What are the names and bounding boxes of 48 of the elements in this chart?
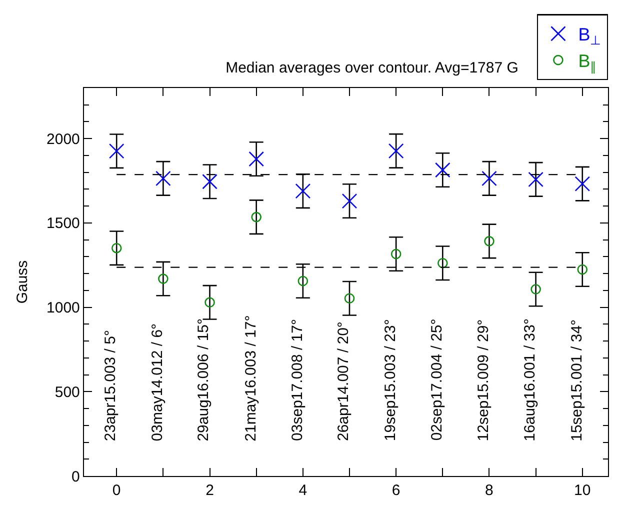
chart-title: Median averages over contour. Avg=1787 G xyxy=(226,60,518,76)
x-tick-label: 0 xyxy=(112,482,121,500)
point xyxy=(158,274,168,284)
x-tick-label: 2 xyxy=(206,482,214,500)
point xyxy=(574,176,590,192)
point xyxy=(482,170,497,186)
point xyxy=(528,172,544,188)
annotation: 19sep15.003 / 23° xyxy=(382,319,400,442)
annotation: 12sep15.009 / 29° xyxy=(475,319,492,442)
point xyxy=(111,242,122,254)
annotation: 26apr14.007 / 20° xyxy=(334,322,352,442)
point xyxy=(108,143,124,159)
y-tick-label: 1500 xyxy=(46,215,80,232)
legend-label: B$_{⊥}$ xyxy=(578,24,602,48)
annotation: 16aug16.001 / 33° xyxy=(521,318,538,442)
point xyxy=(295,183,311,199)
point xyxy=(202,174,218,190)
x-tick-label: 10 xyxy=(574,482,591,500)
point xyxy=(344,293,355,304)
y-tick-label: 500 xyxy=(54,384,80,401)
y-tick-label: 0 xyxy=(72,468,80,486)
point xyxy=(388,143,404,159)
point xyxy=(435,162,450,178)
y-tick-label: 1000 xyxy=(46,300,80,317)
annotation: 03may14.012 / 6° xyxy=(149,323,166,442)
annotation: 02sep17.004 / 25° xyxy=(428,318,446,441)
point xyxy=(204,297,215,308)
annotation: 15sep15.001 / 34° xyxy=(568,319,586,442)
annotation: 29aug16.006 / 15° xyxy=(195,318,212,442)
x-tick-label: 6 xyxy=(392,482,400,500)
point xyxy=(342,193,358,209)
point xyxy=(577,264,588,275)
legend-label: B$_{∥}$ xyxy=(578,51,598,74)
point xyxy=(156,170,171,186)
y-axis-title: Gauss xyxy=(14,260,31,304)
x-tick-label: 4 xyxy=(298,482,308,500)
point xyxy=(248,151,264,167)
point xyxy=(530,284,541,294)
point xyxy=(438,258,448,268)
y-tick-label: 2000 xyxy=(46,130,80,148)
annotation: 03sep17.008 / 17° xyxy=(288,319,306,441)
annotation: 21may16.003 / 17° xyxy=(242,315,260,442)
point xyxy=(484,236,494,246)
x-tick-label: 8 xyxy=(485,482,494,500)
point xyxy=(251,212,262,222)
annotation: 23apr15.003 / 5° xyxy=(102,330,120,442)
point xyxy=(298,276,308,286)
point xyxy=(390,248,402,260)
